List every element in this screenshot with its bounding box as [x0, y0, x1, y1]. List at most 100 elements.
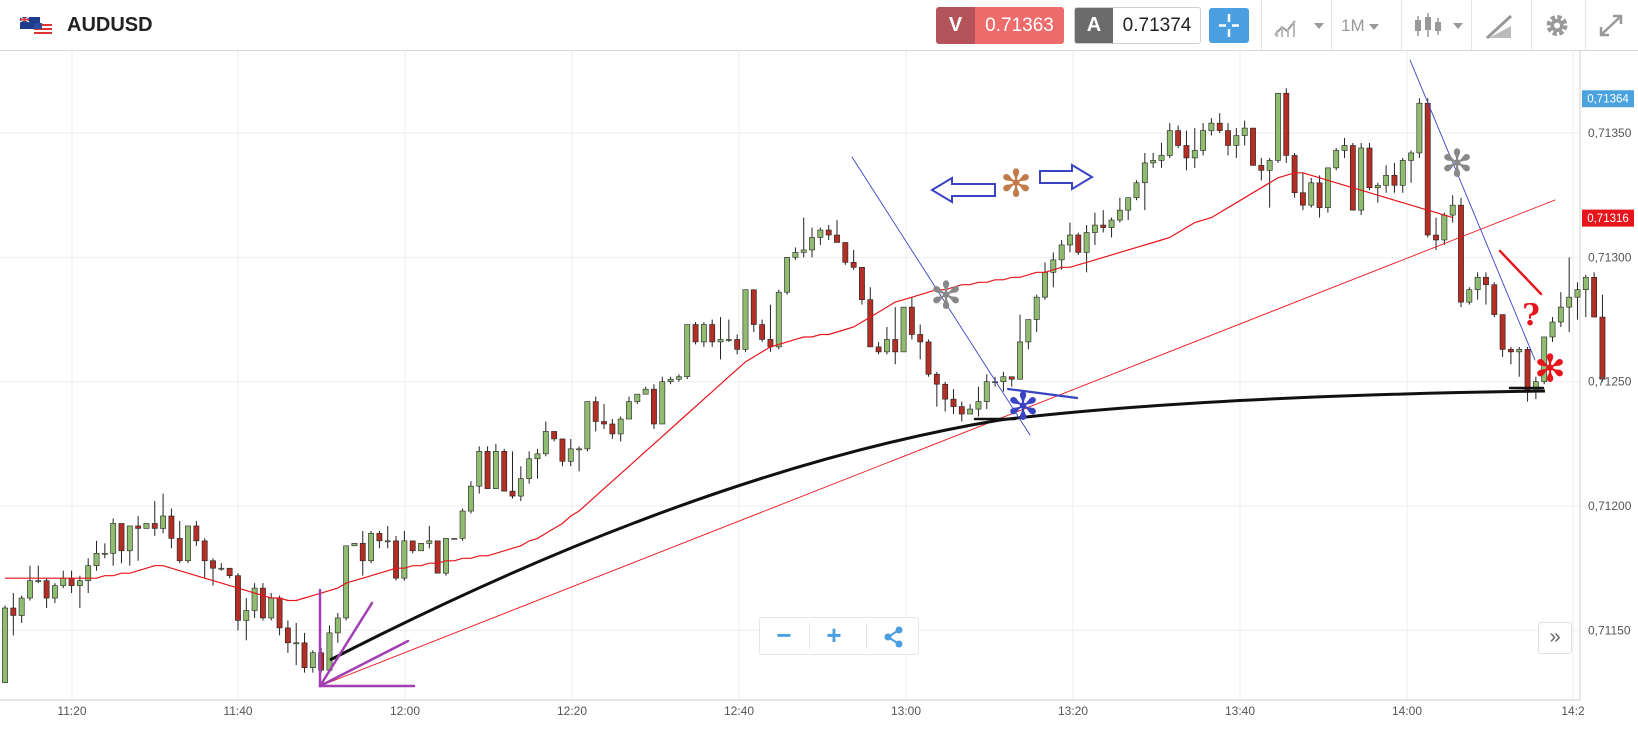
candle-body — [692, 324, 699, 343]
candle — [110, 518, 117, 566]
candle — [1333, 147, 1340, 171]
crosshair-icon — [1219, 14, 1239, 37]
zoom-out-button[interactable]: − — [776, 620, 792, 650]
candle — [950, 389, 957, 415]
candle-body — [1408, 152, 1414, 161]
candle-body — [609, 423, 616, 435]
y-tick-label: 0,71300 — [1588, 250, 1632, 264]
candle-body — [1491, 284, 1498, 315]
candle — [1075, 232, 1082, 255]
toolbar-divider — [1531, 0, 1532, 50]
drawing-tools-button[interactable] — [1481, 8, 1521, 43]
buy-button[interactable]: A 0.71374 — [1074, 7, 1201, 44]
candle — [326, 625, 333, 673]
candle — [434, 540, 441, 574]
candle-body — [825, 229, 832, 236]
candle-body — [52, 585, 58, 599]
candle — [1541, 336, 1548, 385]
candle — [27, 565, 33, 601]
settings-button[interactable] — [1539, 8, 1575, 43]
buy-tag: A — [1075, 8, 1113, 43]
price-tag: 0,71316 — [1582, 209, 1634, 227]
crosshair-button[interactable] — [1209, 8, 1249, 43]
candle — [900, 306, 907, 353]
candlestick-icon — [1415, 13, 1441, 37]
candle — [967, 404, 974, 415]
candle-body — [601, 421, 607, 425]
candle — [709, 319, 716, 347]
candle-body — [110, 523, 117, 554]
candle — [1100, 210, 1107, 233]
candle-body — [709, 324, 716, 343]
candle-body — [492, 451, 499, 489]
moving-average-line — [5, 172, 1453, 602]
candle-body — [1424, 102, 1431, 236]
x-tick-label: 12:00 — [390, 704, 420, 718]
candle — [825, 225, 832, 240]
candle — [1557, 292, 1564, 328]
candle — [526, 451, 533, 484]
candle-body — [443, 538, 449, 574]
candle — [576, 446, 582, 472]
candle — [284, 620, 291, 653]
candle — [85, 558, 92, 594]
candle — [376, 530, 383, 549]
candle-body — [343, 545, 350, 619]
share-icon — [884, 626, 903, 648]
candle-body — [667, 378, 674, 383]
zoom-controls: − + — [759, 617, 919, 655]
candle-body — [950, 398, 957, 407]
candle-body — [967, 408, 974, 415]
symbol-title: AUDUSD — [67, 14, 153, 36]
candle — [1183, 130, 1190, 171]
candle — [942, 381, 949, 412]
x-tick-label: 12:20 — [557, 704, 587, 718]
toolbar-divider — [1401, 0, 1402, 50]
candle-body — [1166, 130, 1173, 156]
candle-body — [867, 299, 874, 348]
candle-body — [1316, 182, 1323, 208]
price-chart[interactable]: ✻ ✻ ✻ ✻ ✻? 0,71150 0,71200 0,71250 0,71300 0,713… — [0, 51, 1638, 729]
candle — [1200, 123, 1206, 156]
chart-type-button[interactable] — [1272, 8, 1328, 43]
candle-body — [351, 543, 358, 547]
candle — [1000, 371, 1007, 392]
right-arrow — [1039, 163, 1094, 191]
candle-type-button[interactable] — [1411, 8, 1469, 43]
candle — [1108, 217, 1115, 238]
timeframe-select[interactable]: 1M — [1341, 8, 1399, 43]
candle — [52, 583, 58, 604]
candle-body — [1125, 197, 1132, 211]
x-tick-labels: 11:20 11:40 12:00 12:20 12:40 13:00 13:20 13:40… — [57, 704, 1585, 718]
candle — [534, 448, 541, 479]
candle — [251, 583, 258, 618]
toolbar-divider — [1471, 0, 1472, 50]
candle-body — [68, 577, 75, 586]
share-button[interactable] — [870, 618, 918, 654]
candle-body — [468, 485, 474, 512]
support-curve-black — [329, 389, 1546, 662]
candle — [1133, 180, 1140, 201]
candle — [1566, 257, 1573, 332]
zoom-in-button[interactable]: + — [826, 620, 842, 650]
candle-body — [409, 540, 416, 552]
candle-body — [559, 438, 566, 462]
zoom-divider — [809, 623, 810, 649]
sell-button[interactable]: V 0.71363 — [936, 7, 1064, 44]
drawing-tools-icon — [1485, 14, 1513, 40]
candle-body — [1599, 316, 1606, 380]
fullscreen-button[interactable] — [1592, 8, 1630, 43]
candle-body — [1100, 224, 1107, 228]
candle-body — [1508, 349, 1514, 353]
candle — [1225, 123, 1231, 156]
candle — [151, 501, 158, 536]
candle — [168, 508, 175, 549]
candle-body — [1200, 130, 1206, 151]
chevron-down-icon — [1368, 23, 1379, 30]
candle — [1524, 346, 1531, 402]
x-tick-label: 14:2 — [1561, 704, 1585, 718]
candle-body — [60, 577, 67, 586]
candle-body — [1092, 224, 1098, 233]
scroll-to-end-button[interactable]: » — [1538, 622, 1572, 654]
candle — [226, 567, 233, 579]
